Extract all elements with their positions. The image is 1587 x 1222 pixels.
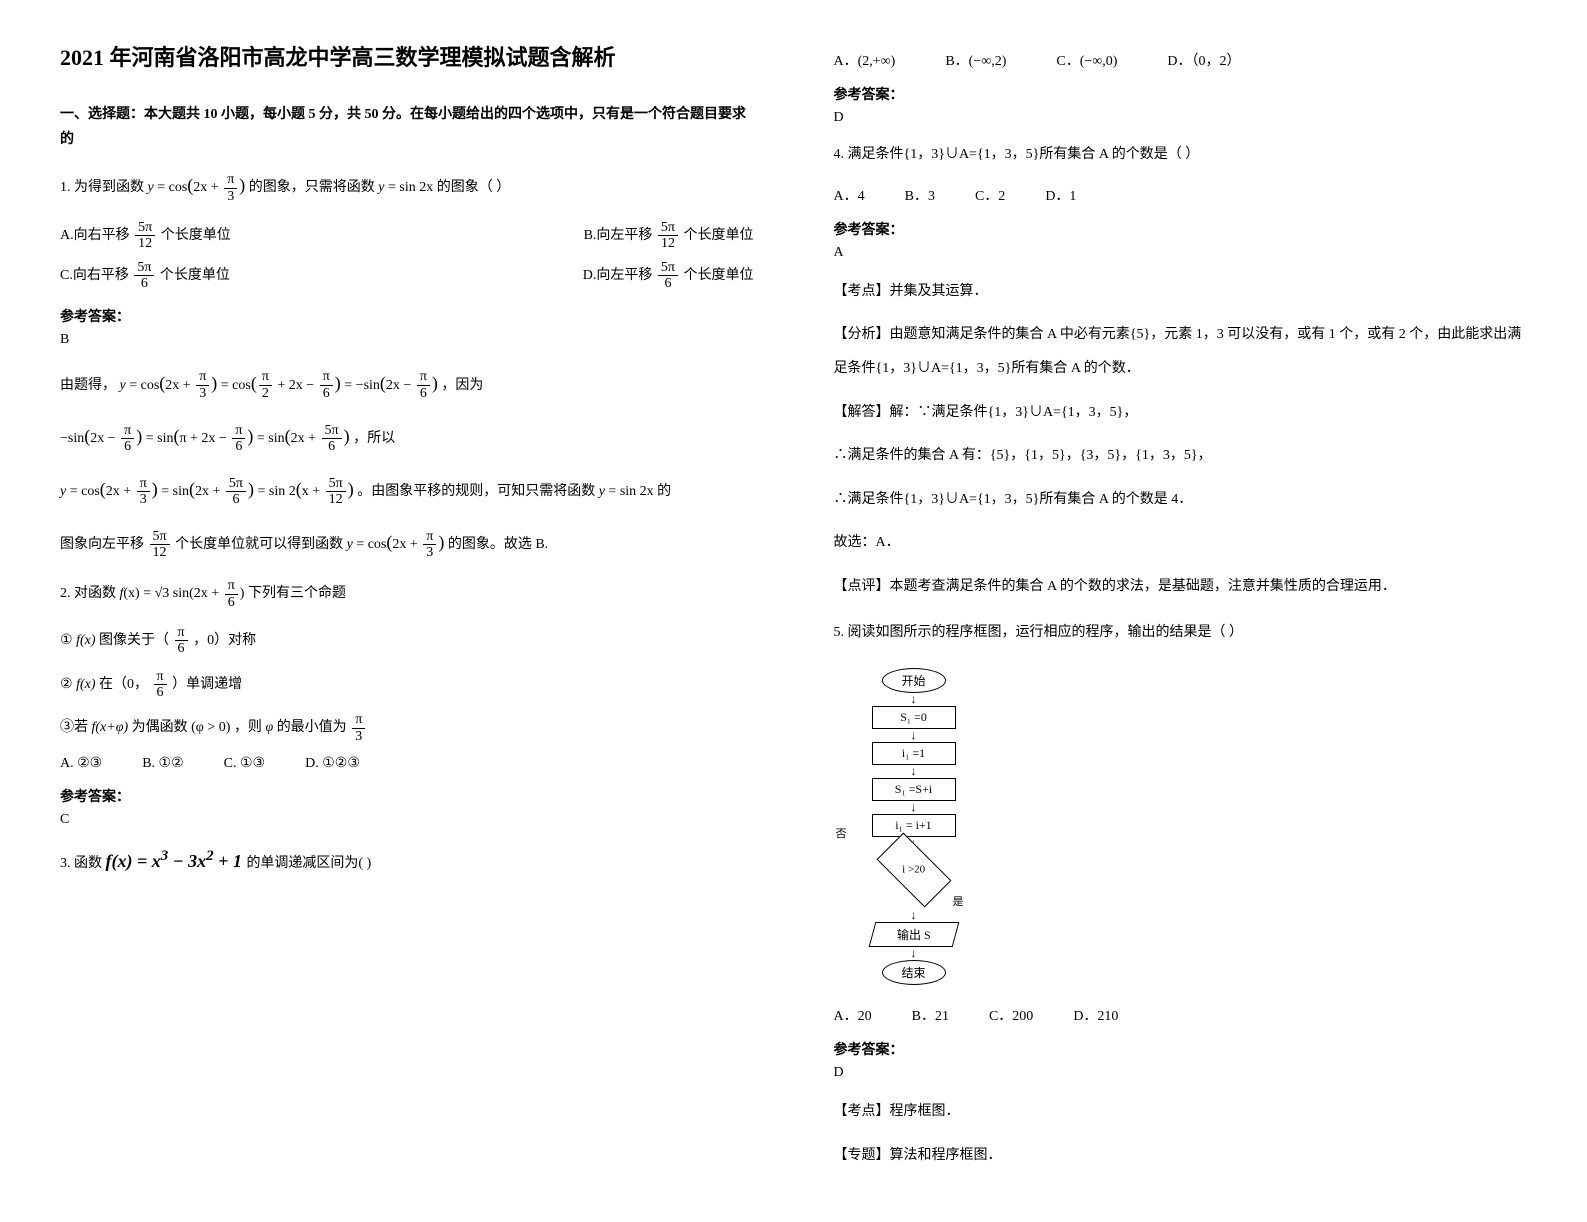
question-2: 2. 对函数 f(x) = √3 sin(2x + π6) 下列有三个命题 [60, 578, 754, 610]
q1-options-row2: C.向右平移 5π6 个长度单位 D.向左平移 5π6 个长度单位 [60, 260, 754, 292]
q2-option-d: D. ①②③ [305, 755, 360, 772]
section-one-heading: 一、选择题：本大题共 10 小题，每小题 5 分，共 50 分。在每小题给出的四… [60, 102, 754, 152]
question-3-stem: 3. 函数 f(x) = x3 − 3x2 + 1 的单调递减区间为( ) [60, 842, 754, 882]
q1-expl-line2: −sin(2x − π6) = sin(π + 2x − π6) = sin(2… [60, 415, 754, 458]
fc-assign-i: i₁ =1 [872, 742, 956, 765]
q4-expl-7: 【点评】本题考查满足条件的集合 A 的个数的求法，是基础题，注意并集性质的合理运… [834, 570, 1528, 604]
fc-start: 开始 [882, 668, 946, 693]
q2-option-c: C. ①③ [224, 755, 265, 772]
q3-option-b: B．(−∞,2) [945, 50, 1006, 70]
question-5-stem: 5. 阅读如图所示的程序框图，运行相应的程序，输出的结果是（ ） [834, 618, 1528, 649]
q4-option-b: B．3 [905, 185, 935, 205]
q4-answer-label: 参考答案： [834, 219, 1528, 239]
q5-options: A．20 B．21 C．200 D．210 [834, 1005, 1528, 1025]
q3-option-a: A．(2,+∞) [834, 50, 896, 70]
q2-prop2: ② f(x) 在（0， π6 ）单调递增 [60, 668, 754, 702]
q4-expl-3: 【解答】解：∵满足条件{1，3}∪A={1，3，5}， [834, 396, 1528, 430]
q3-answer: D [834, 110, 1528, 126]
q1-option-a: A.向右平移 5π12 个长度单位 [60, 220, 231, 252]
right-column: A．(2,+∞) B．(−∞,2) C．(−∞,0) D．（0，2） 参考答案：… [834, 40, 1528, 1182]
q5-option-b: B．21 [912, 1005, 949, 1025]
q4-expl-1: 【考点】并集及其运算． [834, 275, 1528, 309]
q2-option-b: B. ①② [142, 755, 183, 772]
q1-answer: B [60, 332, 754, 348]
q3-options: A．(2,+∞) B．(−∞,2) C．(−∞,0) D．（0，2） [834, 50, 1528, 70]
q3-answer-label: 参考答案： [834, 84, 1528, 104]
q1-stem-suffix: 的图象（ ） [437, 180, 511, 195]
page-title: 2021 年河南省洛阳市高龙中学高三数学理模拟试题含解析 [60, 40, 754, 72]
fc-output: 输出 S [868, 922, 959, 947]
q5-option-c: C．200 [989, 1005, 1033, 1025]
q1-stem-prefix: 1. 为得到函数 [60, 180, 144, 195]
q1-answer-label: 参考答案： [60, 306, 754, 326]
q2-option-a: A. ②③ [60, 755, 102, 772]
q3-option-c: C．(−∞,0) [1056, 50, 1117, 70]
fc-update-i: i₁ = i+1 [872, 814, 956, 837]
q2-options: A. ②③ B. ①② C. ①③ D. ①②③ [60, 755, 754, 772]
q4-option-c: C．2 [975, 185, 1005, 205]
q2-answer-label: 参考答案： [60, 786, 754, 806]
q4-expl-4: ∴满足条件的集合 A 有：{5}，{1，5}，{3，5}，{1，3，5}， [834, 439, 1528, 473]
q1-expl-line1: 由题得， y = cos(2x + π3) = cos(π2 + 2x − π6… [60, 362, 754, 405]
fc-assign-s: S₁ =0 [872, 706, 956, 729]
q2-answer: C [60, 812, 754, 828]
q1-expl-line3: y = cos(2x + π3) = sin(2x + 5π6) = sin 2… [60, 468, 754, 511]
fc-update-s: S₁ =S+i [872, 778, 956, 801]
fc-arrow-icon: ↓ [854, 766, 974, 777]
fc-end: 结束 [882, 960, 946, 985]
q2-prop3: ③若 f(x+φ) 为偶函数 (φ > 0) ，则 φ 的最小值为 π3 [60, 711, 754, 745]
fc-arrow-icon: ↓ [854, 910, 974, 921]
q2-prop1: ① f(x) 图像关于（ π6 ，0）对称 [60, 624, 754, 658]
q5-option-a: A．20 [834, 1005, 872, 1025]
question-1: 1. 为得到函数 y = cos(2x + π3) 的图象，只需将函数 y = … [60, 166, 754, 206]
q5-answer: D [834, 1065, 1528, 1081]
fc-arrow-icon: ↓ [854, 948, 974, 959]
q5-answer-label: 参考答案： [834, 1039, 1528, 1059]
q4-option-a: A．4 [834, 185, 865, 205]
q5-expl-2: 【专题】算法和程序框图． [834, 1139, 1528, 1173]
q1-stem-mid: 的图象，只需将函数 [249, 180, 375, 195]
q4-answer: A [834, 245, 1528, 261]
q4-expl-5: ∴满足条件{1，3}∪A={1，3，5}所有集合 A 的个数是 4． [834, 483, 1528, 517]
left-column: 2021 年河南省洛阳市高龙中学高三数学理模拟试题含解析 一、选择题：本大题共 … [60, 40, 754, 1182]
q3-option-d: D．（0，2） [1167, 50, 1240, 70]
flowchart: 开始 ↓ S₁ =0 ↓ i₁ =1 ↓ S₁ =S+i ↓ i₁ = i+1 … [854, 668, 974, 985]
fc-arrow-icon: ↓ [854, 694, 974, 705]
question-4-stem: 4. 满足条件{1，3}∪A={1，3，5}所有集合 A 的个数是（ ） [834, 140, 1528, 171]
q4-expl-2: 【分析】由题意知满足条件的集合 A 中必有元素{5}，元素 1，3 可以没有，或… [834, 318, 1528, 385]
fc-arrow-icon: ↓ [854, 730, 974, 741]
q1-expl-line4: 图象向左平移 5π12 个长度单位就可以得到函数 y = cos(2x + π3… [60, 521, 754, 564]
q1-option-c: C.向右平移 5π6 个长度单位 [60, 260, 230, 292]
q5-option-d: D．210 [1073, 1005, 1118, 1025]
q1-options-row1: A.向右平移 5π12 个长度单位 B.向左平移 5π12 个长度单位 [60, 220, 754, 252]
q5-expl-1: 【考点】程序框图． [834, 1095, 1528, 1129]
q4-option-d: D．1 [1045, 185, 1076, 205]
q4-expl-6: 故选：A． [834, 526, 1528, 560]
fc-yes-label: 是 [854, 893, 964, 909]
q4-options: A．4 B．3 C．2 D．1 [834, 185, 1528, 205]
fc-arrow-icon: ↓ [854, 802, 974, 813]
q1-option-d: D.向左平移 5π6 个长度单位 [583, 260, 754, 292]
q1-option-b: B.向左平移 5π12 个长度单位 [584, 220, 754, 252]
